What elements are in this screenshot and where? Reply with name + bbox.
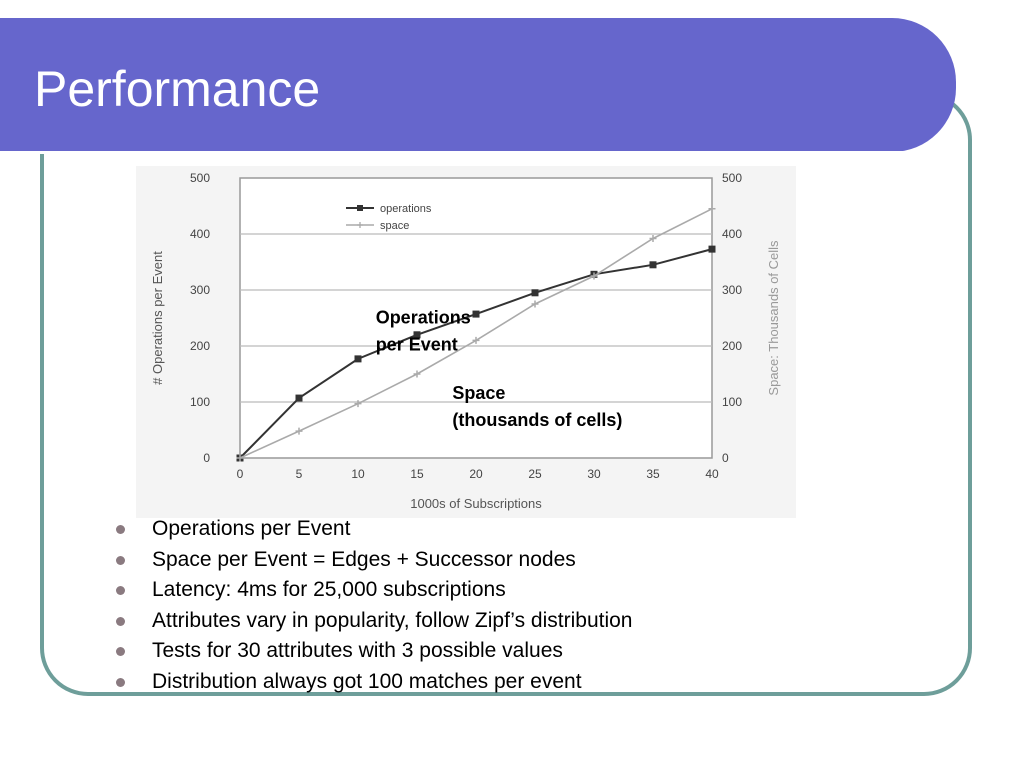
chart-svg: 0 100 200 300 400 500 0 100 200 300 400 500 0 5 10 15 20… <box>136 166 796 518</box>
bullet-item: Tests for 30 attributes with 3 possible … <box>110 636 632 667</box>
x-tick-label: 10 <box>351 467 365 481</box>
bullet-item: Attributes vary in popularity, follow Zi… <box>110 606 632 637</box>
legend-label-operations: operations <box>380 203 432 215</box>
x-tick-label: 20 <box>469 467 483 481</box>
y-tick-label: 300 <box>190 283 210 297</box>
data-point-operations <box>531 289 539 297</box>
y2-tick-label: 300 <box>722 283 742 297</box>
bullet-dot <box>116 616 125 626</box>
y2-axis-label: Space: Thousands of Cells <box>766 240 781 396</box>
annotation-text: Operations <box>376 308 471 328</box>
y-tick-label: 0 <box>203 451 210 465</box>
bullet-dot <box>116 555 125 565</box>
bullet-dot <box>116 525 125 534</box>
y2-tick-label: 100 <box>722 395 742 409</box>
bullet-item: Operations per Event <box>110 514 632 545</box>
bullet-item: Distribution always got 100 matches per … <box>110 667 632 698</box>
data-point-space <box>295 427 303 435</box>
data-point-operations <box>708 245 716 253</box>
data-point-space <box>590 272 598 280</box>
legend-label-space: space <box>380 220 409 232</box>
y2-tick-label: 400 <box>722 227 742 241</box>
bullet-item: Latency: 4ms for 25,000 subscriptions <box>110 575 632 606</box>
data-point-operations <box>472 310 480 318</box>
y-tick-label: 500 <box>190 171 210 185</box>
annotation-text: Space <box>452 383 505 403</box>
title-underline <box>0 151 906 154</box>
data-point-operations <box>354 355 362 363</box>
bullet-dot <box>116 677 125 687</box>
x-tick-label: 30 <box>587 467 601 481</box>
legend-marker-operations <box>357 205 363 211</box>
data-point-space <box>708 205 716 213</box>
bullet-item: Space per Event = Edges + Successor node… <box>110 545 632 576</box>
y-tick-label: 400 <box>190 227 210 241</box>
title-bar: Performance <box>0 18 956 154</box>
x-tick-label: 15 <box>410 467 424 481</box>
data-point-operations <box>649 261 657 269</box>
slide-title: Performance <box>34 61 321 117</box>
bullet-dot <box>116 647 125 656</box>
annotation-text: (thousands of cells) <box>452 410 622 430</box>
data-point-space <box>649 234 657 242</box>
data-point-operations <box>295 394 303 402</box>
x-axis-label: 1000s of Subscriptions <box>410 496 542 511</box>
data-point-space <box>472 336 480 344</box>
annotation-text: per Event <box>376 335 458 355</box>
data-point-space <box>354 400 362 408</box>
y-tick-label: 100 <box>190 395 210 409</box>
bullet-dot <box>116 586 125 595</box>
x-tick-label: 5 <box>296 467 303 481</box>
y2-tick-label: 0 <box>722 451 729 465</box>
y-axis-label: # Operations per Event <box>150 251 165 385</box>
data-point-operations <box>413 331 421 339</box>
x-tick-label: 25 <box>528 467 542 481</box>
data-point-space <box>531 300 539 308</box>
y-tick-label: 200 <box>190 339 210 353</box>
legend-marker-space <box>357 222 363 228</box>
plot-area <box>239 177 713 459</box>
x-tick-label: 0 <box>237 467 244 481</box>
data-point-space <box>413 370 421 378</box>
x-tick-label: 40 <box>705 467 719 481</box>
y2-tick-label: 500 <box>722 171 742 185</box>
bullet-list: Operations per Event Space per Event = E… <box>110 514 632 697</box>
x-tick-label: 35 <box>646 467 660 481</box>
y2-tick-label: 200 <box>722 339 742 353</box>
data-point-space <box>236 454 244 462</box>
performance-chart: 0 100 200 300 400 500 0 100 200 300 400 500 0 5 10 15 20… <box>136 166 796 518</box>
